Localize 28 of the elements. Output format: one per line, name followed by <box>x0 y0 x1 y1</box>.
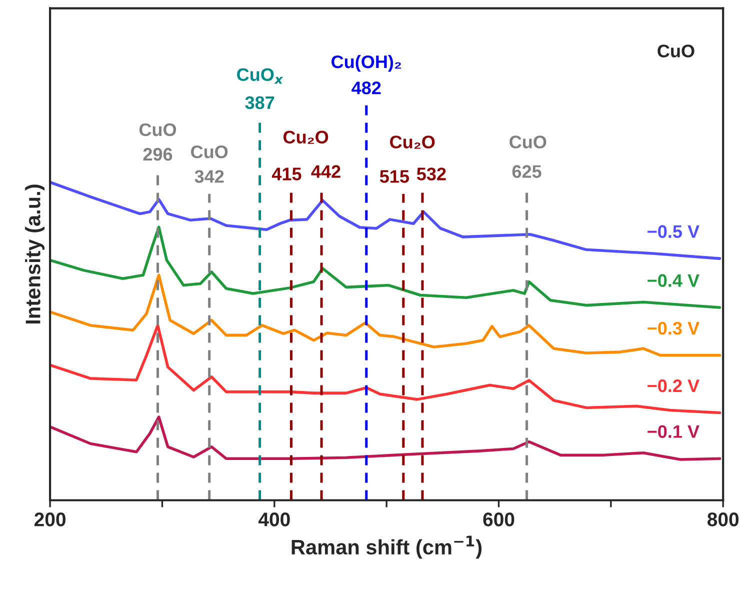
text: CuO <box>191 145 228 158</box>
x-tick-label: 600 <box>483 512 514 526</box>
chart-title: CuO <box>658 44 694 58</box>
x-tick-label: 800 <box>707 512 739 526</box>
series-label: −0.5 V <box>648 225 700 238</box>
text: CuO$_{x}$ <box>237 68 284 84</box>
ref-line-label: 387 <box>245 96 274 110</box>
ref-line-label: 515 <box>380 170 409 183</box>
series-label: −0.2 V <box>648 379 700 392</box>
text: CuO <box>510 136 546 148</box>
series-label: −0.3 V <box>648 322 700 335</box>
x-tick-label: 200 <box>34 512 66 526</box>
text: Cu₂O <box>283 130 328 144</box>
ref-line-label: 442 <box>311 165 340 178</box>
ref-line-label: 482 <box>352 82 381 94</box>
ref-line-label: 296 <box>143 148 172 161</box>
ref-line-label: 625 <box>512 165 542 178</box>
ref-line-label: 532 <box>416 168 446 180</box>
text: CuO <box>139 123 176 136</box>
text: Cu(OH)₂ <box>332 54 402 72</box>
x-tick-label: 400 <box>258 512 290 526</box>
series-label: −0.4 V <box>648 274 700 287</box>
x-axis-title: Raman shift (cm$^{−1}$) <box>292 536 482 559</box>
series-label: −0.1 V <box>648 425 700 438</box>
y-axis-title: Intensity (a.u.) <box>25 184 44 324</box>
ref-line-label: 415 <box>272 168 302 180</box>
text: Cu₂O <box>390 136 435 149</box>
ref-line-label: 342 <box>194 170 224 183</box>
